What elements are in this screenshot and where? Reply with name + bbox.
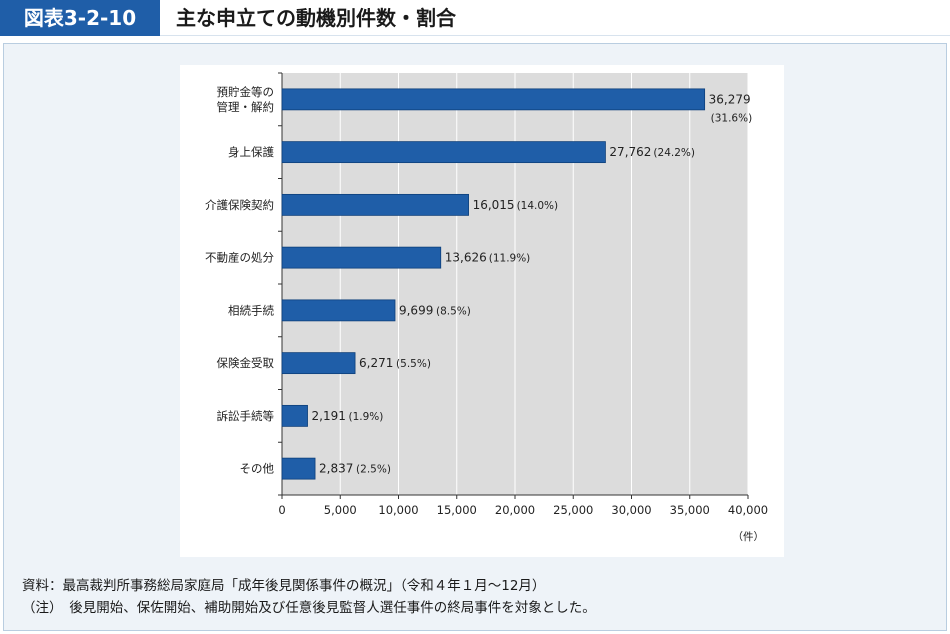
category-label: 相続手続 <box>228 303 274 317</box>
remark-note: （注） 後見開始、保佐開始、補助開始及び任意後見監督人選任事件の終局事件を対象と… <box>22 600 596 616</box>
percent-label: (24.2%) <box>653 147 695 159</box>
x-tick-label: 5,000 <box>324 503 357 517</box>
percent-label: (5.5%) <box>396 358 431 370</box>
percent-label: (11.9%) <box>489 253 531 265</box>
percent-label: (1.9%) <box>349 411 384 423</box>
bar <box>281 246 442 269</box>
x-tick-label: 0 <box>278 503 285 517</box>
percent-label: (8.5%) <box>436 305 471 317</box>
percent-label: (2.5%) <box>356 464 391 476</box>
value-label: 36,279 <box>709 92 751 106</box>
value-label: 13,626 <box>445 251 487 265</box>
bar <box>281 457 316 480</box>
value-label: 6,271 <box>359 356 393 370</box>
bar <box>281 404 308 427</box>
category-label: 預貯金等の <box>217 85 275 99</box>
bar <box>281 352 356 375</box>
bar-chart: 0 5,000 10,000 15,000 20,000 25,000 30,000 35,0… <box>205 72 768 543</box>
x-tick-label: 30,000 <box>611 503 651 517</box>
percent-label: (31.6%) <box>711 112 753 124</box>
bar <box>281 193 469 216</box>
bar <box>281 88 706 111</box>
category-label: 保険金受取 <box>217 356 275 370</box>
figure-title: 主な申立ての動機別件数・割合 <box>176 6 456 30</box>
category-label: 管理・解約 <box>217 100 275 114</box>
x-tick-label: 25,000 <box>553 503 593 517</box>
figure-panel: 0 5,000 10,000 15,000 20,000 25,000 30,000 35,0… <box>3 43 947 631</box>
value-label: 27,762 <box>609 145 651 159</box>
category-label: 身上保護 <box>228 145 274 159</box>
x-unit-label: （件） <box>733 531 765 543</box>
bar <box>281 141 606 164</box>
bar <box>281 299 396 322</box>
x-tick-label: 35,000 <box>670 503 710 517</box>
value-label: 16,015 <box>473 198 515 212</box>
percent-label: (14.0%) <box>517 200 559 212</box>
chart-card: 0 5,000 10,000 15,000 20,000 25,000 30,000 35,0… <box>180 65 784 557</box>
figure-header: 図表3-2-10 主な申立ての動機別件数・割合 <box>0 0 950 36</box>
value-label: 2,191 <box>312 409 346 423</box>
category-label: 不動産の処分 <box>205 251 274 265</box>
x-tick-label: 40,000 <box>728 503 768 517</box>
x-tick-label: 15,000 <box>437 503 477 517</box>
value-label: 9,699 <box>399 303 433 317</box>
value-label: 2,837 <box>319 462 353 476</box>
x-tick-label: 10,000 <box>378 503 418 517</box>
category-label: 介護保険契約 <box>205 198 274 212</box>
category-label: その他 <box>240 462 275 476</box>
figure-number-badge: 図表3-2-10 <box>0 0 160 36</box>
category-label: 訴訟手続等 <box>217 409 275 423</box>
x-tick-label: 20,000 <box>495 503 535 517</box>
source-note: 資料：最高裁判所事務総局家庭局「成年後見関係事件の概況」（令和４年１月～12月） <box>22 578 546 594</box>
